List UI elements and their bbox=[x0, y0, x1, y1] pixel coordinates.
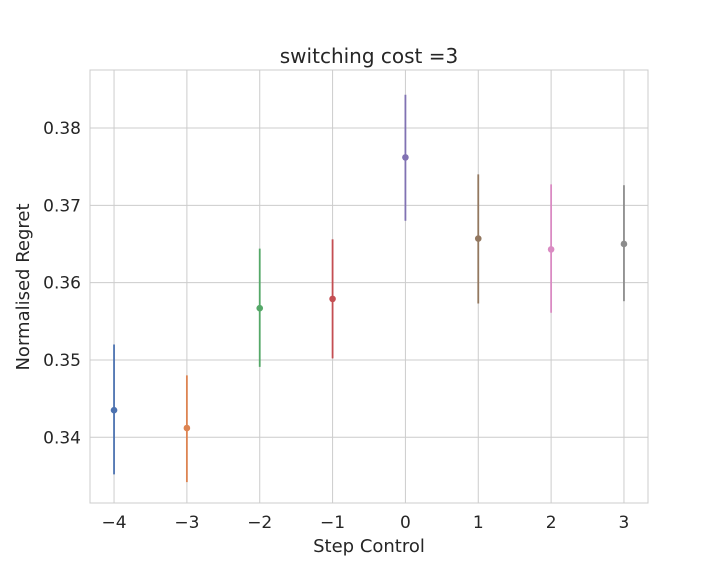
y-tick-labels: 0.34 0.35 0.36 0.37 0.38 bbox=[43, 119, 81, 448]
x-tick-label: −3 bbox=[174, 513, 199, 533]
x-tick-label: −4 bbox=[102, 513, 127, 533]
x-tick-label: 3 bbox=[619, 513, 630, 533]
y-axis-label: Normalised Regret bbox=[13, 203, 34, 370]
x-tick-label: 0 bbox=[400, 513, 411, 533]
x-axis-label: Step Control bbox=[313, 536, 425, 557]
grid-lines bbox=[90, 70, 648, 503]
data-point bbox=[547, 246, 555, 253]
y-tick-label: 0.36 bbox=[43, 274, 81, 294]
x-tick-label: 1 bbox=[473, 513, 484, 533]
y-tick-label: 0.35 bbox=[43, 351, 81, 371]
data-point bbox=[474, 235, 482, 242]
y-tick-label: 0.37 bbox=[43, 196, 81, 216]
y-tick-label: 0.34 bbox=[43, 428, 81, 448]
data-point bbox=[110, 406, 118, 414]
plot-frame bbox=[89, 69, 649, 504]
data-series bbox=[110, 94, 628, 483]
data-point bbox=[402, 154, 409, 161]
data-point bbox=[329, 295, 336, 303]
x-tick-label: −1 bbox=[320, 513, 345, 533]
chart-title: switching cost =3 bbox=[280, 44, 458, 68]
x-tick-label: 2 bbox=[546, 513, 557, 533]
data-point bbox=[183, 424, 191, 432]
data-point bbox=[256, 304, 264, 312]
data-point bbox=[620, 240, 628, 248]
y-tick-label: 0.38 bbox=[43, 119, 81, 139]
x-tick-label: −2 bbox=[247, 513, 272, 533]
x-tick-labels: −4 −3 −2 −1 0 1 2 3 bbox=[102, 513, 630, 533]
